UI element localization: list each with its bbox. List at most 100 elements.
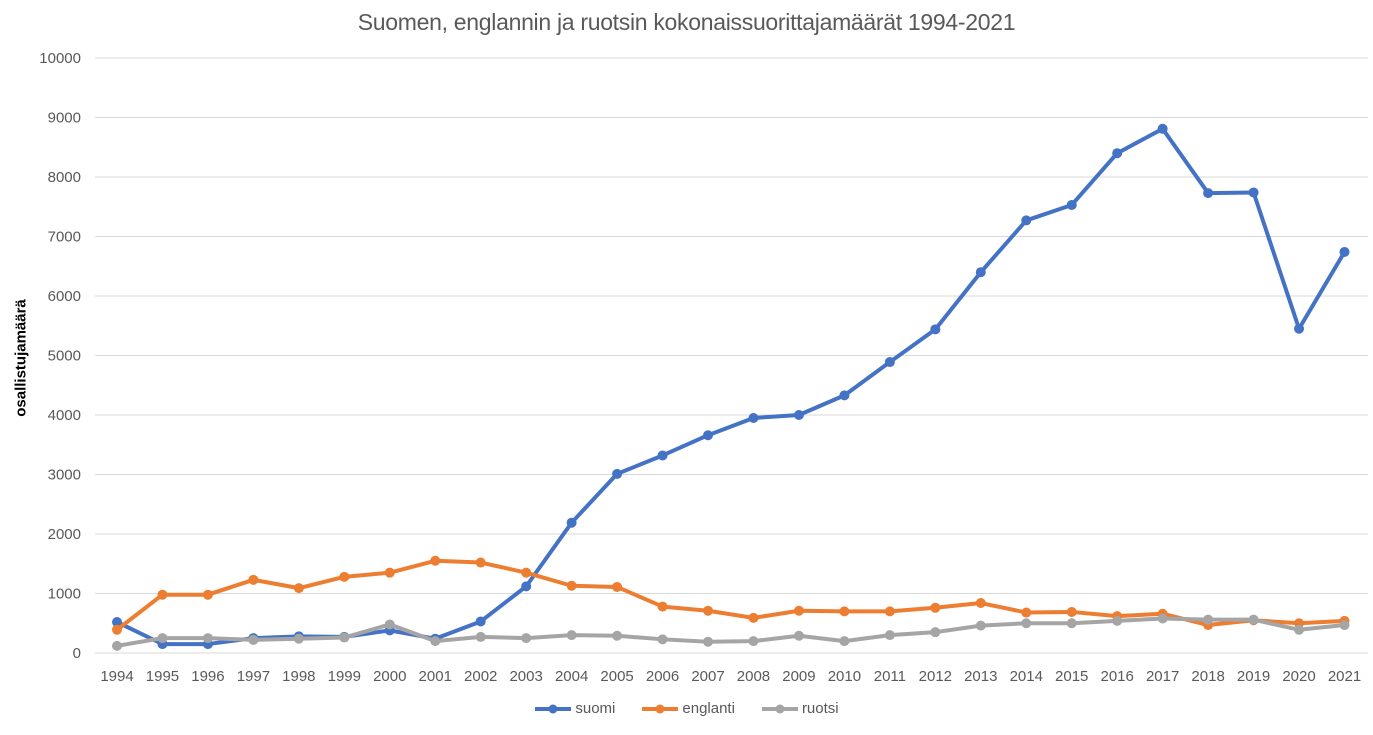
data-point-ruotsi: [1339, 620, 1350, 631]
legend-item-ruotsi: ruotsi: [761, 700, 839, 717]
data-point-englanti: [657, 601, 668, 612]
data-point-ruotsi: [1248, 614, 1259, 625]
x-tick-label: 2016: [1100, 668, 1133, 685]
y-tick-label: 3000: [48, 467, 81, 484]
legend-marker-icon: [761, 704, 798, 713]
x-tick-label: 2006: [646, 668, 679, 685]
data-point-englanti: [339, 571, 350, 582]
x-tick-label: 1996: [191, 668, 224, 685]
legend-label: ruotsi: [801, 700, 839, 717]
data-point-ruotsi: [202, 633, 213, 644]
x-tick-label: 2008: [737, 668, 770, 685]
data-point-suomi: [1339, 246, 1350, 257]
data-point-englanti: [521, 567, 532, 578]
x-tick-label: 1998: [282, 668, 315, 685]
x-tick-label: 1999: [328, 668, 361, 685]
x-tick-label: 2014: [1010, 668, 1043, 685]
data-point-suomi: [566, 517, 577, 528]
data-point-ruotsi: [1294, 624, 1305, 635]
series-line-suomi: [115, 126, 1347, 647]
legend-item-englanti: englanti: [641, 700, 735, 717]
data-point-englanti: [384, 567, 395, 578]
x-tick-label: 2004: [555, 668, 588, 685]
data-point-ruotsi: [975, 620, 986, 631]
x-tick-label: 2009: [782, 668, 815, 685]
legend-marker-icon: [642, 704, 679, 713]
data-point-ruotsi: [521, 633, 532, 644]
data-point-englanti: [566, 580, 577, 591]
data-point-suomi: [475, 616, 486, 627]
x-tick-label: 2005: [600, 668, 633, 685]
data-point-englanti: [748, 612, 759, 623]
data-point-englanti: [612, 581, 623, 592]
x-tick-label: 2012: [919, 668, 952, 685]
legend: suomi englanti ruotsi: [0, 700, 1373, 717]
data-point-suomi: [1294, 323, 1305, 334]
x-tick-label: 2013: [964, 668, 997, 685]
y-tick-label: 1000: [48, 586, 81, 603]
data-point-ruotsi: [748, 636, 759, 647]
data-point-suomi: [793, 410, 804, 420]
x-tick-label: 2002: [464, 668, 497, 685]
data-point-ruotsi: [566, 630, 577, 641]
data-point-englanti: [975, 598, 986, 609]
y-tick-label: 7000: [48, 229, 81, 246]
series-line-ruotsi: [115, 616, 1347, 648]
x-tick-label: 2003: [509, 668, 542, 685]
data-point-suomi: [975, 267, 986, 278]
legend-label: englanti: [682, 700, 735, 717]
data-point-suomi: [112, 617, 122, 628]
x-tick-label: 2000: [373, 668, 406, 685]
y-tick-label: 9000: [48, 110, 81, 127]
y-tick-label: 10000: [39, 50, 81, 67]
legend-label: suomi: [575, 700, 616, 717]
x-tick-label: 2010: [828, 668, 861, 685]
data-point-ruotsi: [930, 627, 941, 638]
data-point-ruotsi: [612, 630, 623, 641]
y-tick-label: 4000: [48, 407, 81, 424]
data-point-ruotsi: [1157, 613, 1168, 624]
y-tick-label: 5000: [48, 348, 81, 365]
data-point-ruotsi: [1021, 618, 1032, 629]
data-point-ruotsi: [157, 633, 168, 644]
x-tick-label: 2007: [691, 668, 724, 685]
data-point-suomi: [1248, 187, 1259, 198]
data-point-ruotsi: [293, 633, 304, 644]
chart-title: Suomen, englannin ja ruotsin kokonaissuo…: [357, 9, 1016, 35]
x-tick-label: 1997: [237, 668, 270, 685]
y-tick-label: 2000: [48, 526, 81, 543]
data-point-ruotsi: [884, 630, 895, 641]
data-point-suomi: [748, 412, 759, 423]
data-point-ruotsi: [339, 632, 350, 643]
data-point-suomi: [703, 430, 714, 441]
x-tick-label: 2011: [874, 668, 906, 685]
data-point-ruotsi: [1066, 618, 1077, 629]
series-line-englanti: [115, 558, 1347, 632]
y-tick-label: 6000: [48, 288, 81, 305]
data-point-ruotsi: [430, 636, 441, 647]
data-point-englanti: [703, 605, 714, 616]
data-point-ruotsi: [1203, 614, 1214, 625]
data-point-suomi: [1112, 148, 1123, 159]
y-tick-label: 8000: [48, 169, 81, 186]
data-point-ruotsi: [475, 631, 486, 642]
x-tick-label: 2021: [1328, 668, 1361, 685]
data-point-suomi: [1157, 123, 1168, 134]
data-point-suomi: [612, 468, 623, 479]
data-point-suomi: [930, 324, 941, 335]
x-tick-label: 2017: [1146, 668, 1179, 685]
legend-item-suomi: suomi: [534, 700, 615, 717]
data-point-suomi: [1203, 188, 1214, 199]
data-point-englanti: [202, 589, 213, 600]
x-tick-label: 2020: [1282, 668, 1315, 685]
data-point-englanti: [112, 624, 122, 635]
data-point-englanti: [293, 583, 304, 594]
x-tick-label: 2019: [1237, 668, 1270, 685]
data-point-englanti: [248, 574, 259, 585]
data-point-suomi: [1021, 215, 1032, 226]
data-point-ruotsi: [703, 636, 714, 647]
data-point-ruotsi: [384, 619, 395, 630]
x-tick-label: 1994: [100, 668, 133, 685]
